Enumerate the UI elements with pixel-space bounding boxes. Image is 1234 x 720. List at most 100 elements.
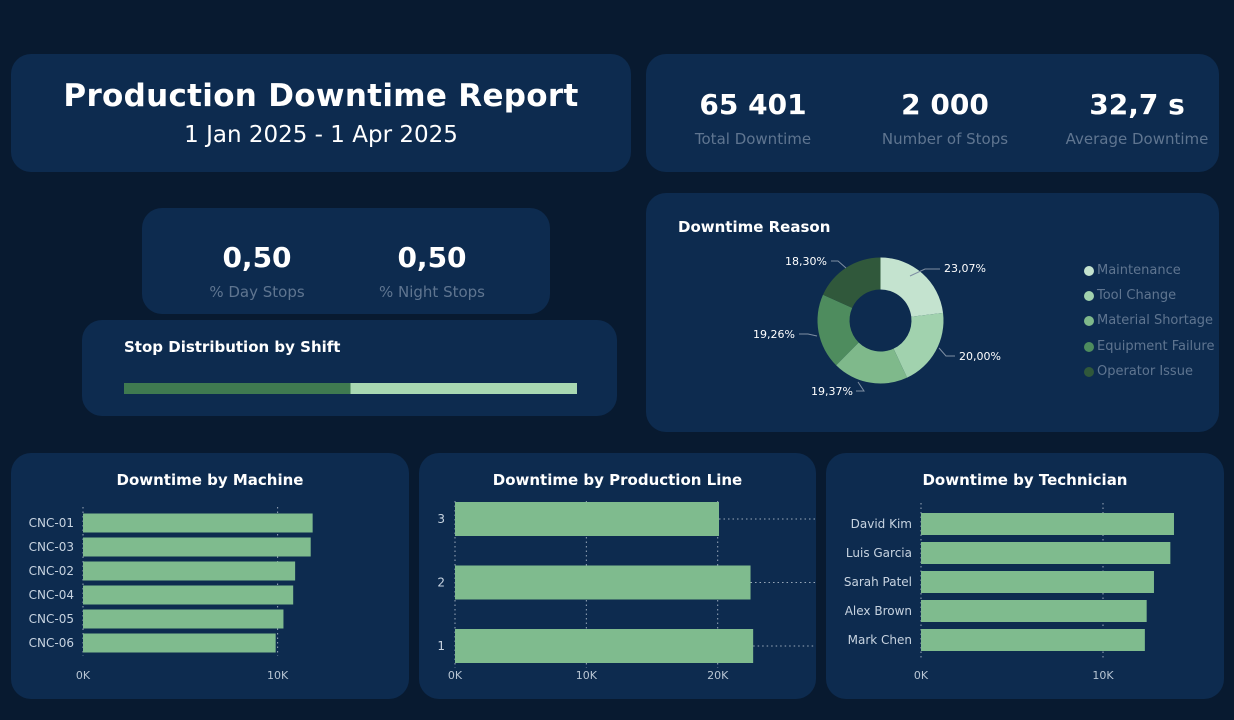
report-header-card: Production Downtime Report 1 Jan 2025 - … [11,54,631,172]
y-tick-label: Alex Brown [845,604,912,618]
y-tick-label: CNC-04 [29,588,74,602]
x-tick-label: 0K [448,669,463,682]
y-tick-label: Luis Garcia [846,546,912,560]
donut-slice-material-shortage [836,342,908,384]
shift-distribution-title: Stop Distribution by Shift [124,338,341,356]
y-tick-label: Sarah Patel [844,575,912,589]
y-tick-label: Mark Chen [848,633,912,647]
bar [921,513,1174,535]
y-tick-label: CNC-03 [29,540,74,554]
line-chart-title: Downtime by Production Line [492,471,743,489]
bar [921,600,1147,622]
data-label: 18,30% [785,255,827,268]
data-label: 19,26% [753,328,795,341]
y-tick-label: 1 [437,639,445,653]
kpi-value: 0,50 [222,241,292,274]
x-tick-label: 0K [914,669,929,682]
bar [455,629,754,663]
legend-item-material-shortage[interactable]: Material Shortage [1084,313,1213,328]
kpi-label: Total Downtime [694,130,812,148]
report-title: Production Downtime Report [63,78,579,114]
donut-slice-equipment-failure [817,294,859,366]
downtime-reason-title: Downtime Reason [678,218,831,236]
donut-slice-maintenance [880,257,944,317]
kpi-night-stops[interactable]: 0,50 % Night Stops [357,241,507,302]
legend-swatch [1084,265,1094,276]
legend-swatch [1084,366,1094,377]
kpi-label: Number of Stops [881,130,1009,148]
bar [455,502,720,536]
legend-label: Material Shortage [1097,313,1214,328]
technician-bar-chart: 0K 10K David Kim Luis Garcia Sarah Patel Alex… [844,503,1174,682]
legend-swatch [1084,341,1094,352]
kpi-value: 65 401 [699,88,807,121]
bar [455,565,751,600]
bar [921,571,1154,593]
y-tick-label: CNC-05 [29,612,74,626]
bar [83,633,276,653]
legend-item-tool-change[interactable]: Tool Change [1084,288,1176,303]
kpi-day-stops[interactable]: 0,50 % Day Stops [182,241,332,302]
bar [921,629,1145,651]
shift-distribution-card: Stop Distribution by Shift [82,320,617,416]
downtime-reason-donut-chart: 23,07% 20,00% 19,37% 19,26% 18,30% [753,255,1001,398]
kpi-number-of-stops[interactable]: 2 000 Number of Stops [860,88,1030,149]
bar [83,609,284,629]
legend-swatch [1084,315,1094,326]
kpi-total-downtime[interactable]: 65 401 Total Downtime [668,88,838,149]
y-tick-label: CNC-01 [29,516,74,530]
donut-slice-tool-change [893,312,944,378]
leader-line [831,260,847,269]
leader-line [909,268,940,277]
legend-swatch [1084,290,1094,301]
data-label: 19,37% [811,385,853,398]
y-tick-label: 2 [437,576,445,590]
kpi-value: 0,50 [397,241,467,274]
data-label: 20,00% [959,350,1001,363]
bar [83,513,313,533]
kpi-label: % Day Stops [209,283,305,301]
legend-label: Operator Issue [1097,364,1193,379]
night-shift-segment [350,383,577,394]
kpi-average-downtime[interactable]: 32,7 s Average Downtime [1052,88,1222,149]
data-label: 23,07% [944,262,986,275]
leader-line [799,333,818,337]
x-tick-label: 10K [267,669,289,682]
y-tick-label: 3 [437,512,445,526]
x-tick-label: 10K [1092,669,1114,682]
y-tick-label: David Kim [851,517,912,531]
kpi-card: 65 401 Total Downtime 2 000 Number of St… [646,54,1219,172]
bar [83,537,311,557]
kpi-value: 2 000 [901,88,989,121]
kpi-value: 32,7 s [1089,88,1185,121]
downtime-by-technician-card: Downtime by Technician 0K 10K David Kim Lui… [826,453,1224,699]
legend-label: Tool Change [1097,288,1177,303]
bar [83,561,296,581]
report-date-range: 1 Jan 2025 - 1 Apr 2025 [184,122,458,148]
legend-label: Equipment Failure [1097,339,1215,354]
machine-bar-chart: 0K 10K CNC-01 CNC-03 CNC-02 CNC-04 CNC-05 CNC-0… [29,507,313,682]
x-tick-label: 20K [707,669,729,682]
donut-slice-operator-issue [823,257,881,308]
downtime-reason-card: Downtime Reason 23,07% 20,00% 19,37% 19,26%… [646,193,1219,432]
downtime-by-line-card: Downtime by Production Line 0K 10K 20K 3 2 1 [419,453,816,699]
machine-chart-title: Downtime by Machine [116,471,304,489]
legend-item-equipment-failure[interactable]: Equipment Failure [1084,339,1214,354]
shift-kpi-card: 0,50 % Day Stops 0,50 % Night Stops [142,208,550,314]
y-tick-label: CNC-02 [29,564,74,578]
legend-item-maintenance[interactable]: Maintenance [1084,263,1181,278]
legend-label: Maintenance [1097,263,1181,278]
x-tick-label: 0K [76,669,91,682]
kpi-label: Average Downtime [1065,130,1209,148]
shift-distribution-chart [124,383,577,394]
bar [83,585,294,605]
technician-chart-title: Downtime by Technician [922,471,1128,489]
day-shift-segment [124,383,351,394]
legend-item-operator-issue[interactable]: Operator Issue [1084,364,1193,379]
leader-line [856,381,865,392]
bar [921,542,1171,564]
x-tick-label: 10K [576,669,598,682]
y-tick-label: CNC-06 [29,636,74,650]
leader-line [938,347,955,357]
downtime-by-machine-card: Downtime by Machine 0K 10K CNC-01 CNC-03 CNC… [11,453,409,699]
